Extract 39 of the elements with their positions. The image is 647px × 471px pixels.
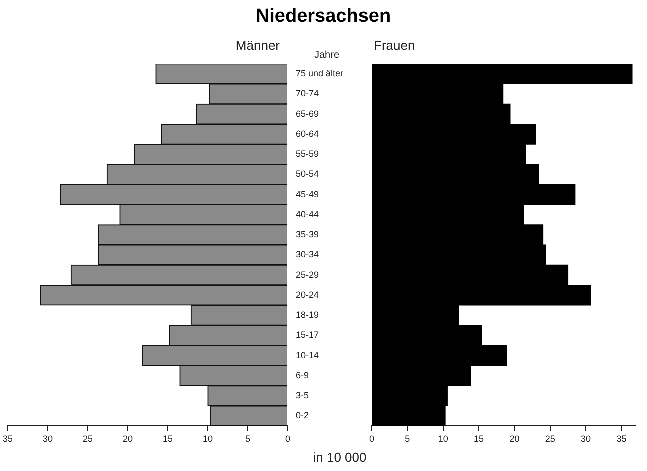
x-tick-label: 25 <box>545 434 556 444</box>
x-tick-label: 15 <box>474 434 484 444</box>
y-tick-label: 3-5 <box>296 390 310 400</box>
x-tick-label: 5 <box>405 434 410 444</box>
x-tick-label: 20 <box>122 434 134 444</box>
x-tick-label: 0 <box>285 434 291 444</box>
y-tick-label: 65-69 <box>296 108 320 119</box>
y-tick-label: 15-17 <box>296 330 320 340</box>
series-label: Männer <box>234 38 280 53</box>
y-tick-label: 18-19 <box>296 310 320 320</box>
series-label: Frauen <box>374 38 416 53</box>
x-tick-label: 20 <box>510 434 520 444</box>
y-tick-label: 20-24 <box>296 290 320 300</box>
x-tick-label: 10 <box>438 434 448 444</box>
x-tick-label: 30 <box>42 434 54 444</box>
x-tick-label: 35 <box>3 434 14 444</box>
y-tick-label: 60-64 <box>296 128 320 139</box>
x-tick-label: 5 <box>245 434 251 444</box>
x-tick-label: 15 <box>162 434 174 444</box>
x-tick-label: 25 <box>82 434 94 444</box>
y-tick-label: 40-44 <box>296 209 320 220</box>
x-tick-label: 35 <box>616 434 627 444</box>
y-tick-label: 0-2 <box>296 410 310 421</box>
y-tick-label: 70-74 <box>296 88 320 99</box>
x-tick-label: 10 <box>202 434 214 444</box>
y-tick-label: 50-54 <box>296 169 320 180</box>
y-tick-label: 55-59 <box>296 149 320 160</box>
y-tick-label: 30-34 <box>296 250 320 260</box>
y-tick-label: 25-29 <box>296 270 320 280</box>
y-tick-label: 35-39 <box>296 230 320 240</box>
y-tick-label: 45-49 <box>296 189 320 200</box>
y-tick-label: 75 und älter <box>296 68 344 79</box>
x-axis-title: in 10 000 <box>312 450 368 465</box>
chart-title: Niedersachsen <box>254 6 392 28</box>
x-tick-label: 0 <box>369 434 375 444</box>
y-tick-label: 6-9 <box>296 370 310 380</box>
x-tick-label: 30 <box>581 434 592 444</box>
y-tick-label: 10-14 <box>296 350 320 360</box>
y-axis-title: Jahre <box>313 50 340 61</box>
